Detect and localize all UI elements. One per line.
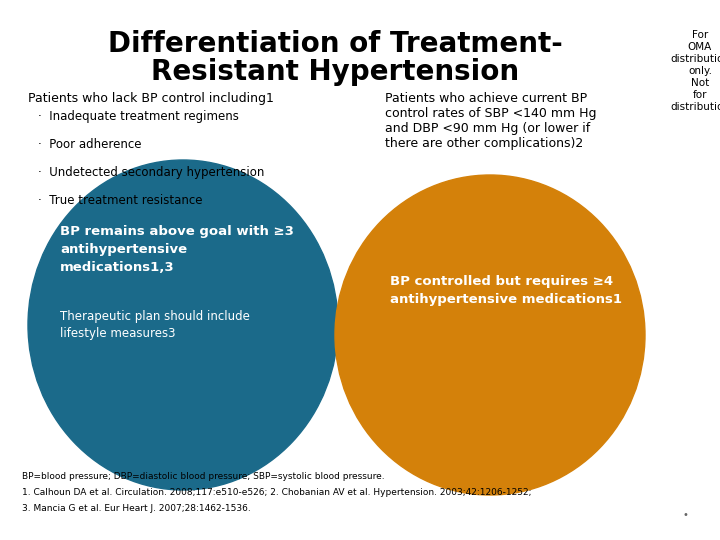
Text: Differentiation of Treatment-: Differentiation of Treatment- — [107, 30, 562, 58]
Text: BP=blood pressure; DBP=diastolic blood pressure; SBP=systolic blood pressure.: BP=blood pressure; DBP=diastolic blood p… — [22, 472, 384, 481]
Text: ·  Inadequate treatment regimens: · Inadequate treatment regimens — [38, 110, 239, 123]
Text: ·  True treatment resistance: · True treatment resistance — [38, 194, 202, 207]
Text: BP controlled but requires ≥4
antihypertensive medications1: BP controlled but requires ≥4 antihypert… — [390, 275, 622, 306]
Text: Patients who lack BP control including1: Patients who lack BP control including1 — [28, 92, 274, 105]
Text: Resistant Hypertension: Resistant Hypertension — [151, 58, 519, 86]
Text: Therapeutic plan should include
lifestyle measures3: Therapeutic plan should include lifestyl… — [60, 310, 250, 340]
Text: Patients who achieve current BP
control rates of SBP <140 mm Hg
and DBP <90 mm H: Patients who achieve current BP control … — [385, 92, 596, 150]
Text: ·  Poor adherence: · Poor adherence — [38, 138, 142, 151]
Ellipse shape — [335, 175, 645, 495]
Text: BP remains above goal with ≥3
antihypertensive
medications1,3: BP remains above goal with ≥3 antihypert… — [60, 225, 294, 274]
Text: 3. Mancia G et al. Eur Heart J. 2007;28:1462-1536.: 3. Mancia G et al. Eur Heart J. 2007;28:… — [22, 504, 251, 513]
Ellipse shape — [28, 160, 338, 490]
Text: 1. Calhoun DA et al. Circulation. 2008;117:e510-e526; 2. Chobanian AV et al. Hyp: 1. Calhoun DA et al. Circulation. 2008;1… — [22, 488, 531, 497]
Text: For
OMA
distribution
only.
Not
for
distribution: For OMA distribution only. Not for distr… — [670, 30, 720, 112]
Text: •: • — [682, 510, 688, 520]
Text: ·  Undetected secondary hypertension: · Undetected secondary hypertension — [38, 166, 264, 179]
